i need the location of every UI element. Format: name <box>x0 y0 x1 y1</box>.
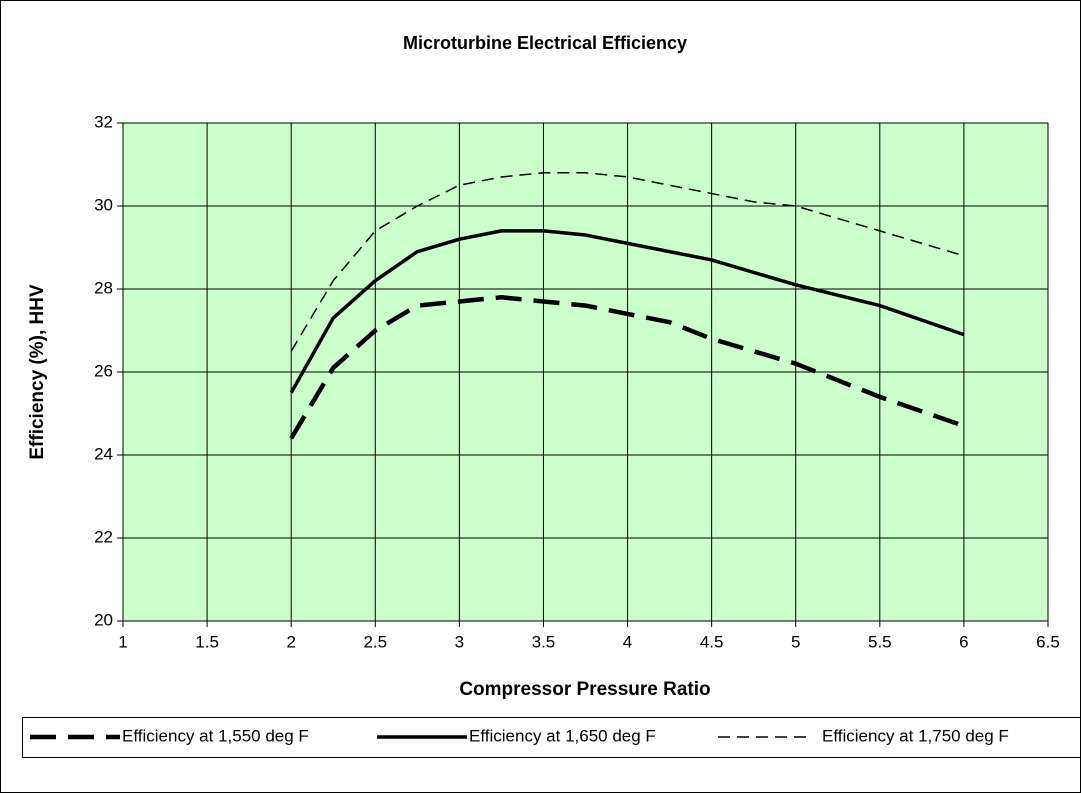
x-tick-label: 5.5 <box>868 632 892 651</box>
x-tick-label: 4 <box>623 632 632 651</box>
legend-label: Efficiency at 1,550 deg F <box>122 726 309 745</box>
x-tick-label: 3 <box>455 632 464 651</box>
x-tick-label: 4.5 <box>700 632 724 651</box>
y-tick-label: 26 <box>94 361 113 380</box>
y-tick-label: 24 <box>94 444 113 463</box>
x-tick-label: 1.5 <box>195 632 219 651</box>
legend-label: Efficiency at 1,650 deg F <box>469 726 656 745</box>
x-tick-label: 5 <box>791 632 800 651</box>
x-tick-label: 2.5 <box>363 632 387 651</box>
series-line <box>290 172 965 352</box>
x-tick-label: 6.5 <box>1036 632 1060 651</box>
x-axis-title: Compressor Pressure Ratio <box>459 679 710 700</box>
x-tick-label: 6 <box>959 632 968 651</box>
y-axis-title: Efficiency (%), HHV <box>27 284 48 460</box>
x-tick-label: 3.5 <box>532 632 556 651</box>
y-tick-label: 20 <box>94 610 113 629</box>
y-tick-label: 22 <box>94 527 113 546</box>
y-tick-label: 30 <box>94 195 113 214</box>
chart-title: Microturbine Electrical Efficiency <box>403 33 687 53</box>
legend-label: Efficiency at 1,750 deg F <box>822 726 1009 745</box>
x-tick-label: 1 <box>118 632 127 651</box>
series-line <box>289 229 965 394</box>
y-tick-label: 28 <box>94 278 113 297</box>
x-tick-label: 2 <box>286 632 295 651</box>
legend-box <box>22 717 1081 758</box>
y-tick-label: 32 <box>94 112 113 131</box>
